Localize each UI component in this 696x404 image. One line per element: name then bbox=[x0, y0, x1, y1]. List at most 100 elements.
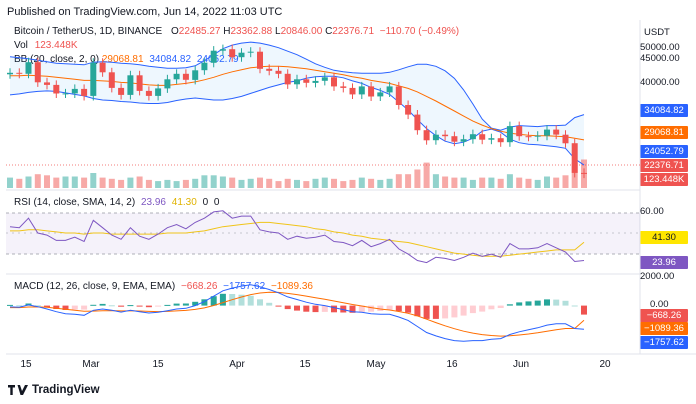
volume-bar bbox=[155, 181, 162, 188]
candle-body bbox=[377, 92, 384, 97]
volume-bar bbox=[506, 174, 513, 188]
candle-body bbox=[219, 49, 226, 51]
bb-lower-line bbox=[9, 75, 585, 166]
macd-histogram-bar bbox=[34, 305, 41, 307]
tradingview-logo-icon bbox=[8, 385, 28, 395]
candle-body bbox=[155, 88, 162, 96]
vol-label[interactable]: Vol bbox=[14, 40, 28, 51]
candle-body bbox=[497, 138, 504, 143]
volume-bar bbox=[405, 174, 412, 188]
rsi-ma-line bbox=[10, 221, 585, 257]
volume-bar bbox=[395, 174, 402, 188]
volume-bar bbox=[562, 175, 569, 188]
candle-body bbox=[145, 90, 152, 96]
macd-histogram-bar bbox=[312, 305, 319, 313]
macd-tick-0: 0.00 bbox=[650, 299, 669, 310]
volume-bar bbox=[25, 176, 32, 188]
volume-bar bbox=[247, 178, 254, 188]
x-tick: May bbox=[366, 359, 386, 370]
volume-bar bbox=[7, 177, 13, 188]
legend-symbol-row: Bitcoin / TetherUS, 1D, BINANCE O22485.2… bbox=[14, 26, 459, 37]
volume-bar bbox=[442, 176, 449, 188]
macd-histogram-bar bbox=[488, 305, 495, 310]
macd-histogram-bar bbox=[525, 301, 532, 306]
volume-bar bbox=[136, 176, 143, 188]
price-tick-45000: 45000.00 bbox=[640, 53, 680, 64]
candle-body bbox=[16, 72, 23, 74]
volume-bar bbox=[581, 159, 587, 188]
macd-histogram-bar bbox=[553, 299, 560, 306]
macd-histogram-bar bbox=[53, 305, 60, 309]
ohlc-c-label: C bbox=[325, 26, 333, 37]
candle-body bbox=[118, 87, 125, 95]
volume-bar bbox=[71, 176, 78, 188]
volume-bar bbox=[553, 177, 560, 188]
candle-body bbox=[469, 134, 476, 140]
volume-bar bbox=[534, 179, 541, 188]
volume-bar bbox=[99, 177, 106, 188]
macd-histogram-bar bbox=[294, 305, 300, 311]
rsi-tick-60: 60.00 bbox=[640, 206, 664, 217]
macd-label[interactable]: MACD (12, 26, close, 9, EMA, EMA) bbox=[14, 281, 176, 292]
symbol-label[interactable]: Bitcoin / TetherUS, 1D, BINANCE bbox=[14, 26, 163, 37]
bb-lower-value: 24052.79 bbox=[196, 54, 239, 65]
volume-bar bbox=[275, 181, 282, 188]
macd-histogram-bar bbox=[340, 305, 347, 313]
candle-body bbox=[62, 93, 69, 95]
bb-upper-value: 34084.82 bbox=[149, 54, 192, 65]
volume-bar bbox=[53, 177, 60, 188]
x-tick: Mar bbox=[82, 359, 100, 370]
candle-body bbox=[358, 86, 365, 95]
candle-body bbox=[321, 77, 328, 81]
candle-body bbox=[442, 134, 449, 137]
volume-bar bbox=[516, 177, 523, 188]
rsi-band bbox=[6, 213, 640, 254]
candle-body bbox=[432, 134, 439, 141]
macd-histogram-bar bbox=[201, 299, 208, 306]
candle-body bbox=[460, 139, 467, 142]
macd-hist-value: −668.26 bbox=[180, 281, 218, 292]
macd-histogram-bar bbox=[173, 303, 180, 306]
volume-bar bbox=[368, 178, 375, 188]
candle-body bbox=[451, 136, 458, 142]
macd-histogram-bar bbox=[16, 305, 23, 307]
volume-bar bbox=[414, 169, 421, 188]
candle-body bbox=[506, 126, 513, 143]
macd-signal-value: −1089.36 bbox=[270, 281, 313, 292]
rsi-label[interactable]: RSI (14, close, SMA, 14, 2) bbox=[14, 197, 136, 208]
candle-body bbox=[192, 70, 199, 80]
tradingview-logo-text: TradingView bbox=[32, 384, 100, 396]
macd-histogram-bar bbox=[145, 305, 152, 308]
volume-bar bbox=[488, 177, 495, 188]
x-tick: 16 bbox=[446, 359, 458, 370]
legend-vol-row: Vol 123.448K bbox=[14, 40, 78, 51]
rsi-extra-2: 0 bbox=[213, 197, 220, 208]
candle-body bbox=[534, 135, 541, 137]
macd-histogram-bar bbox=[229, 294, 236, 306]
rsi-value: 23.96 bbox=[140, 197, 166, 208]
candle-body bbox=[386, 86, 393, 93]
x-tick: 15 bbox=[299, 359, 311, 370]
bb-basis-line bbox=[10, 65, 585, 141]
macd-histogram-bar bbox=[506, 304, 513, 306]
bb-label[interactable]: BB (20, close, 2, 0) bbox=[14, 54, 100, 65]
volume-bar bbox=[340, 181, 347, 188]
candle-body bbox=[368, 86, 375, 97]
tradingview-logo[interactable]: TradingView bbox=[8, 384, 100, 396]
macd-histogram-bar bbox=[442, 305, 449, 319]
price-tag-bb-upper: 34084.82 bbox=[640, 104, 688, 117]
candle-body bbox=[349, 87, 356, 95]
macd-histogram-bar bbox=[247, 295, 254, 306]
volume-bar bbox=[44, 175, 50, 188]
candle-body bbox=[173, 73, 180, 80]
macd-histogram-bar bbox=[562, 300, 569, 306]
macd-histogram-bar bbox=[469, 305, 476, 314]
candle-body bbox=[34, 62, 41, 83]
macd-histogram-bar bbox=[210, 296, 217, 306]
volume-bar bbox=[145, 179, 152, 188]
candle-body bbox=[488, 138, 495, 140]
macd-histogram-bar bbox=[90, 304, 97, 306]
macd-histogram-bar bbox=[432, 305, 439, 319]
candle-body bbox=[303, 79, 310, 83]
macd-histogram-bar bbox=[534, 300, 541, 306]
